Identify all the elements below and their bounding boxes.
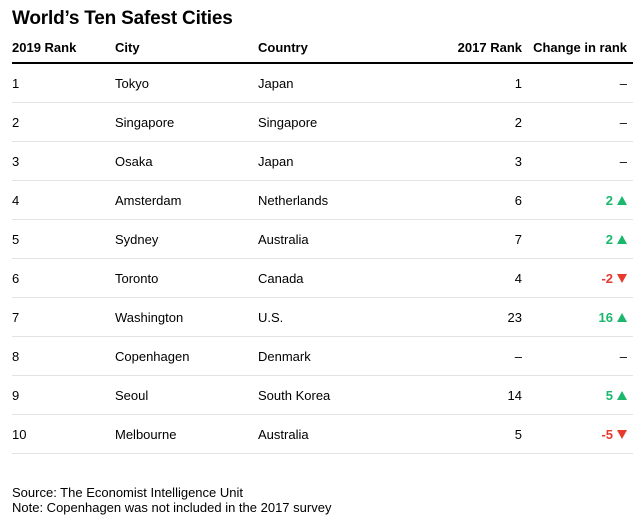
rank-2017-cell: 23 [433,297,522,337]
change-value: 16 [598,309,613,325]
city-cell: Tokyo [115,63,258,103]
rank-2019-cell: 4 [12,180,115,220]
country-cell: Canada [258,258,433,298]
city-cell: Toronto [115,258,258,298]
country-cell: Denmark [258,336,433,376]
footer: Source: The Economist Intelligence Unit … [12,485,331,515]
change-value: -5 [601,426,613,442]
city-cell: Amsterdam [115,180,258,220]
table-body: 1 Tokyo Japan 1–2 Singapore Singapore 2–3 Osaka… [12,63,633,454]
survey-note: Note: Copenhagen was not included in the… [12,500,332,515]
rank-2017-cell: 3 [433,141,522,181]
triangle-down-icon [617,273,627,283]
rank-2017-cell: 2 [433,102,522,142]
country-cell: Netherlands [258,180,433,220]
change-value: 2 [605,192,613,208]
header-country: Country [258,32,433,64]
rank-2017-cell: 5 [433,414,522,454]
rank-2019-cell: 9 [12,375,115,415]
rank-2019-cell: 3 [12,141,115,181]
triangle-up-icon [617,390,627,400]
rank-2019-cell: 2 [12,102,115,142]
change-value: -2 [601,270,613,286]
country-cell: Australia [258,414,433,454]
country-cell: Singapore [258,102,433,142]
city-cell: Copenhagen [115,336,258,376]
rank-2019-cell: 1 [12,63,115,103]
change-cell: -5 [522,414,633,454]
change-value: – [619,75,627,91]
rank-2019-cell: 6 [12,258,115,298]
safest-cities-table: 2019 Rank City Country 2017 Rank Change … [12,32,633,454]
rank-2017-cell: 4 [433,258,522,298]
change-value: 2 [605,231,613,247]
change-cell: 2 [522,180,633,220]
change-cell: – [522,336,633,376]
chart-title: World’s Ten Safest Cities [12,8,233,29]
city-cell: Singapore [115,102,258,142]
table-row: 7 Washington U.S. 23 16 [12,297,633,337]
rank-2017-cell: 14 [433,375,522,415]
rank-2017-cell: 1 [433,63,522,103]
header-city: City [115,32,258,64]
table-row: 6 Toronto Canada 4 -2 [12,258,633,298]
rank-2019-cell: 7 [12,297,115,337]
table-row: 8 Copenhagen Denmark – – [12,336,633,376]
table-row: 1 Tokyo Japan 1– [12,63,633,103]
change-cell: – [522,141,633,181]
change-value: – [619,348,627,364]
triangle-up-icon [617,312,627,322]
header-2019-rank: 2019 Rank [12,32,115,64]
table-row: 2 Singapore Singapore 2– [12,102,633,142]
city-cell: Osaka [115,141,258,181]
table-row: 9 Seoul South Korea 14 5 [12,375,633,415]
city-cell: Sydney [115,219,258,259]
country-cell: U.S. [258,297,433,337]
table-header-row: 2019 Rank City Country 2017 Rank Change … [12,32,633,64]
change-cell: 16 [522,297,633,337]
city-cell: Melbourne [115,414,258,454]
triangle-up-icon [617,234,627,244]
country-cell: Australia [258,219,433,259]
table-row: 3 Osaka Japan 3– [12,141,633,181]
header-change-in-rank: Change in rank [522,32,633,64]
header-2017-rank: 2017 Rank [433,32,522,64]
triangle-up-icon [617,195,627,205]
rank-2019-cell: 5 [12,219,115,259]
change-cell: 5 [522,375,633,415]
table-row: 5 Sydney Australia 7 2 [12,219,633,259]
rank-2019-cell: 8 [12,336,115,376]
change-cell: 2 [522,219,633,259]
change-cell: – [522,102,633,142]
change-value: – [619,153,627,169]
rank-2017-cell: 7 [433,219,522,259]
country-cell: Japan [258,63,433,103]
triangle-down-icon [617,429,627,439]
rank-2017-cell: – [433,336,522,376]
rank-2019-cell: 10 [12,414,115,454]
country-cell: Japan [258,141,433,181]
change-cell: -2 [522,258,633,298]
table-row: 10 Melbourne Australia 5 -5 [12,414,633,454]
table-row: 4 Amsterdam Netherlands 6 2 [12,180,633,220]
rank-2017-cell: 6 [433,180,522,220]
change-value: – [619,114,627,130]
city-cell: Washington [115,297,258,337]
change-value: 5 [605,387,613,403]
change-cell: – [522,63,633,103]
city-cell: Seoul [115,375,258,415]
source-note: Source: The Economist Intelligence Unit [12,485,243,500]
country-cell: South Korea [258,375,433,415]
